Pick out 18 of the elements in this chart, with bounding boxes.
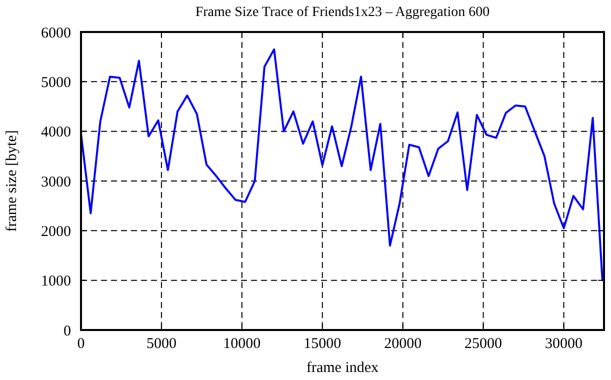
y-axis-title: frame size [byte] [4,130,20,232]
y-tick-label: 4000 [41,124,71,141]
x-tick-label: 10000 [223,336,261,352]
x-tick-label: 5000 [146,336,176,352]
x-tick-label: 30000 [545,336,583,352]
y-tick-label: 1000 [41,274,71,290]
chart-title: Frame Size Trace of Friends1x23 – Aggregation 600 [195,5,490,20]
y-tick-label: 3000 [41,174,71,190]
x-tick-label: 0 [77,336,85,352]
y-tick-label: 2000 [41,224,71,240]
y-tick-label: 5000 [41,74,71,91]
line-series [80,48,604,282]
x-axis-title: frame index [306,360,380,376]
x-tick-label: 25000 [464,336,502,352]
y-tick-label: 6000 [41,25,71,42]
x-tick-label: 15000 [304,336,342,352]
y-tick-label: 0 [64,323,71,340]
x-tick-label: 20000 [384,336,422,352]
